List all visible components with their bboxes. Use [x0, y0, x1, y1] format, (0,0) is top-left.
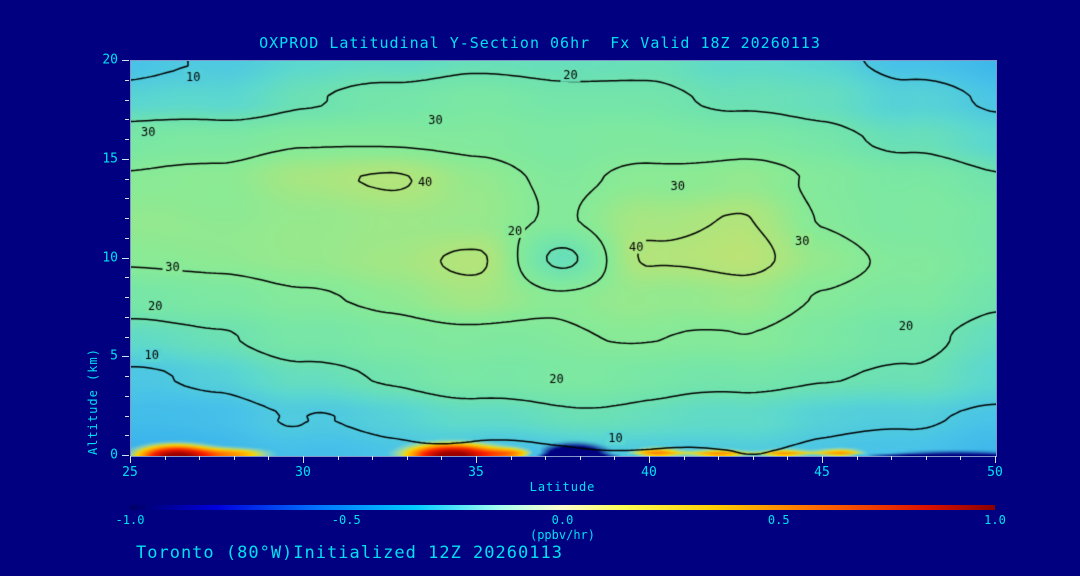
- axis-tick-mark: [372, 456, 374, 460]
- axis-tick-mark: [122, 60, 129, 61]
- axis-tick-mark: [125, 277, 129, 279]
- axis-tick-mark: [125, 139, 129, 140]
- y-tick-label: 10: [102, 250, 118, 265]
- x-tick-label: 45: [814, 465, 830, 480]
- axis-tick-mark: [125, 376, 129, 377]
- axis-tick-mark: [337, 456, 339, 460]
- axis-tick-mark: [925, 456, 927, 460]
- axis-tick-mark: [510, 456, 512, 460]
- contour-plot-canvas: [131, 61, 996, 456]
- axis-tick-mark: [441, 456, 443, 460]
- axis-tick-mark: [752, 456, 754, 460]
- axis-tick-mark: [476, 456, 477, 463]
- colorbar-tick-label: 0.0: [551, 513, 574, 527]
- axis-tick-mark: [122, 356, 129, 358]
- axis-tick-mark: [122, 257, 129, 259]
- axis-tick-mark: [683, 456, 685, 460]
- x-tick-label: 40: [641, 465, 657, 480]
- axis-tick-mark: [233, 456, 235, 460]
- axis-tick-mark: [125, 237, 129, 239]
- axis-tick-mark: [545, 456, 547, 460]
- axis-tick-mark: [787, 456, 789, 460]
- footer-text: Toronto (80°W)Initialized 12Z 20260113: [136, 543, 563, 563]
- colorbar-tick-label: -0.5: [331, 513, 361, 527]
- x-tick-label: 50: [987, 465, 1003, 480]
- axis-tick-mark: [125, 297, 129, 298]
- colorbar-gradient: [130, 505, 995, 510]
- colorbar-tick-label: -1.0: [115, 513, 145, 527]
- axis-tick-mark: [995, 456, 996, 463]
- axis-tick-mark: [268, 456, 270, 460]
- axis-tick-mark: [856, 456, 858, 460]
- y-tick-label: 20: [102, 52, 118, 68]
- axis-tick-mark: [164, 456, 166, 460]
- axis-tick-mark: [891, 456, 893, 460]
- axis-tick-mark: [122, 455, 129, 456]
- axis-tick-mark: [125, 336, 129, 338]
- x-tick-label: 35: [468, 465, 484, 480]
- axis-tick-mark: [125, 119, 129, 121]
- axis-tick-mark: [125, 198, 129, 200]
- axis-tick-mark: [649, 456, 650, 463]
- axis-tick-mark: [125, 415, 129, 417]
- axis-tick-mark: [125, 218, 129, 219]
- x-tick-label: 25: [122, 465, 138, 480]
- axis-tick-mark: [579, 456, 581, 460]
- y-axis-label: Altitude (km): [86, 348, 100, 455]
- chart-title: OXPROD Latitudinal Y-Section 06hr Fx Val…: [259, 34, 821, 52]
- axis-tick-mark: [960, 456, 962, 460]
- axis-tick-mark: [125, 316, 129, 318]
- axis-tick-mark: [822, 456, 823, 463]
- axis-tick-mark: [614, 456, 616, 460]
- axis-tick-mark: [125, 99, 129, 101]
- y-tick-label: 5: [110, 348, 118, 364]
- axis-tick-mark: [122, 158, 129, 160]
- y-tick-label: 15: [102, 151, 118, 167]
- x-axis-label: Latitude: [529, 480, 596, 494]
- x-tick-label: 30: [295, 465, 311, 480]
- y-tick-label: 0: [110, 447, 118, 463]
- axis-tick-mark: [125, 79, 129, 81]
- axis-tick-mark: [199, 456, 201, 460]
- colorbar-caption: (ppbv/hr): [529, 528, 596, 542]
- plot-area: [130, 60, 997, 457]
- axis-tick-mark: [406, 456, 408, 460]
- colorbar-tick-label: 1.0: [984, 513, 1006, 527]
- axis-tick-mark: [125, 435, 129, 437]
- axis-tick-mark: [125, 178, 129, 180]
- axis-tick-mark: [125, 395, 129, 397]
- colorbar-tick-label: 0.5: [767, 513, 790, 527]
- axis-tick-mark: [130, 456, 131, 463]
- axis-tick-mark: [718, 456, 720, 460]
- axis-tick-mark: [303, 456, 304, 463]
